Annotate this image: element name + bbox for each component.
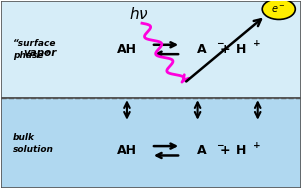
Text: +: + <box>253 141 261 150</box>
Text: H: H <box>236 144 246 157</box>
Text: A: A <box>197 43 207 56</box>
Text: +: + <box>219 144 230 157</box>
Text: $e^-$: $e^-$ <box>271 4 286 15</box>
Bar <box>1 1 301 98</box>
Text: “surface
phase”: “surface phase” <box>13 39 56 60</box>
Text: AH: AH <box>117 43 137 56</box>
Text: +: + <box>253 39 261 48</box>
Text: H: H <box>236 43 246 56</box>
Bar <box>1 98 301 188</box>
Text: −: − <box>216 39 223 48</box>
Text: $h\nu$: $h\nu$ <box>129 6 149 22</box>
Text: +: + <box>219 43 230 56</box>
Text: AH: AH <box>117 144 137 157</box>
Text: A: A <box>197 144 207 157</box>
Text: bulk
solution: bulk solution <box>13 133 53 154</box>
Text: vapor: vapor <box>23 48 56 58</box>
Circle shape <box>262 0 295 19</box>
Text: −: − <box>216 141 223 150</box>
